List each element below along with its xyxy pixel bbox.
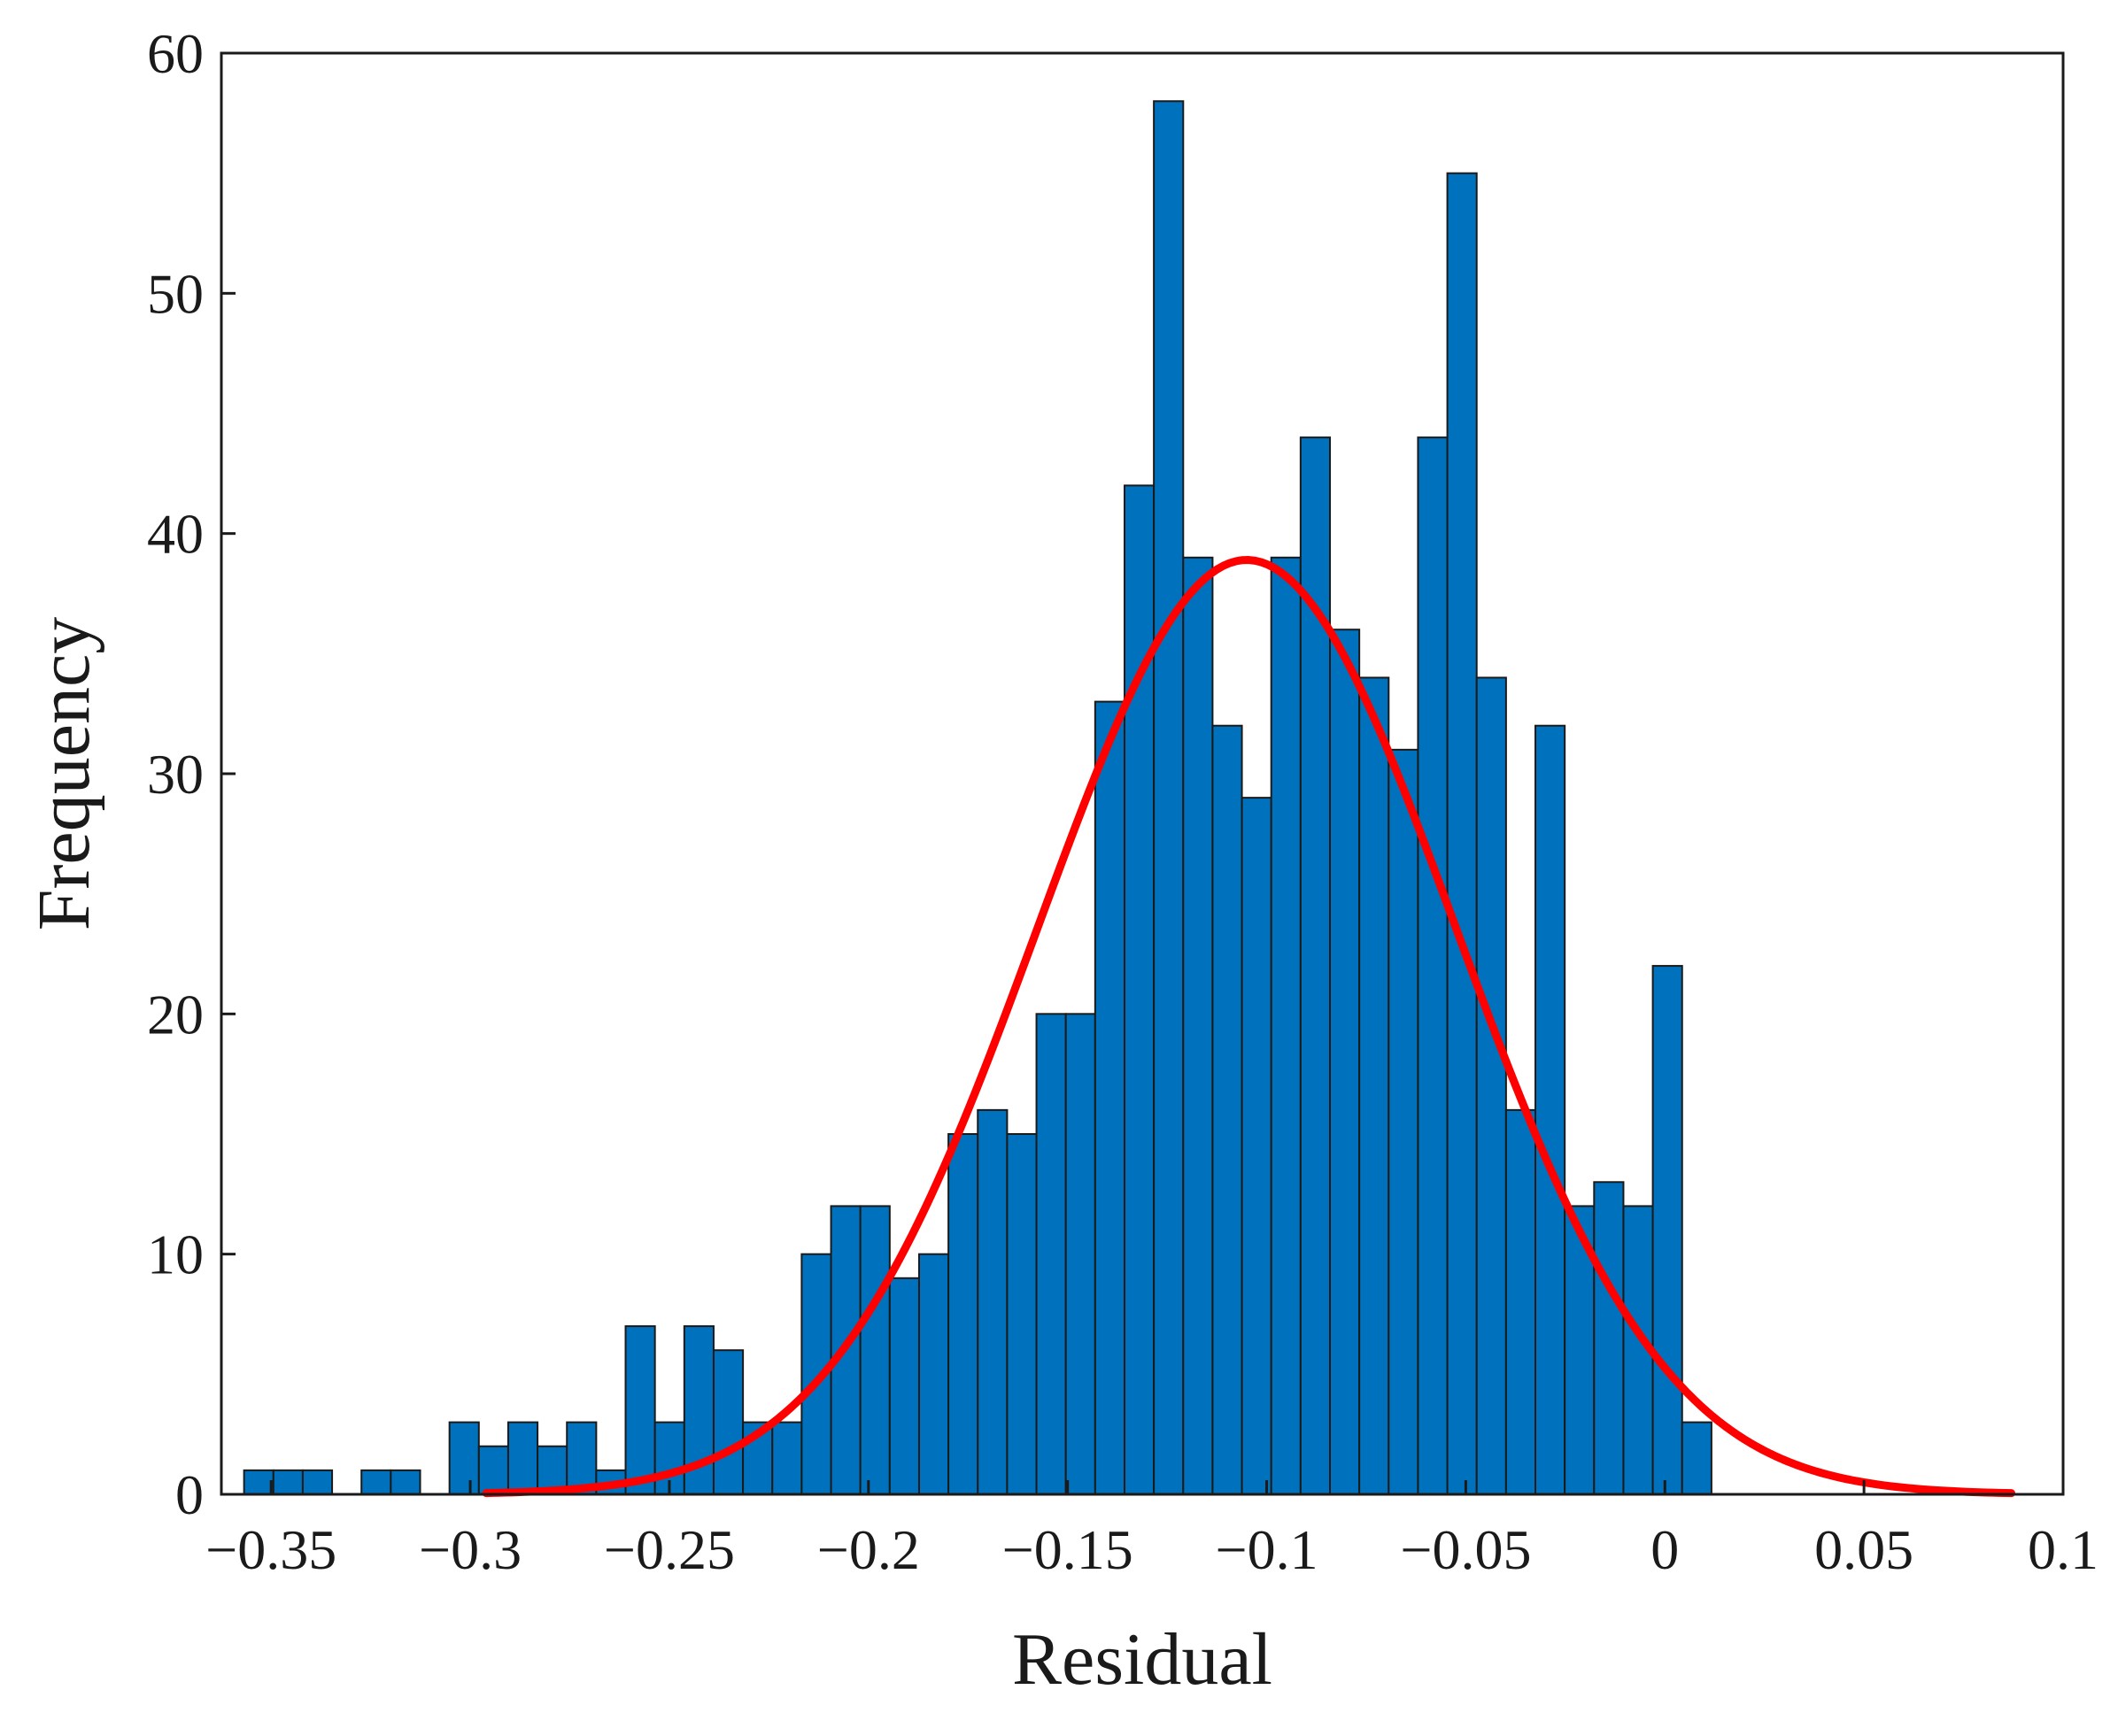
histogram-bar — [1123, 484, 1156, 1495]
histogram-bar — [1358, 676, 1390, 1495]
histogram-bar — [272, 1469, 304, 1495]
histogram-bar — [1651, 965, 1683, 1495]
histogram-bar — [977, 1108, 1009, 1495]
histogram-bar — [1094, 700, 1125, 1495]
ticks-layer: −0.35 −0.3 −0.25 −0.2 −0.15 −0.1 −0.05 0 0.05 0.1… — [147, 22, 2099, 1581]
histogram-bar — [1681, 1421, 1712, 1495]
histogram-bar — [917, 1253, 950, 1496]
x-tick-label: 0.1 — [2028, 1518, 2099, 1581]
y-tick-label: 20 — [147, 983, 204, 1045]
histogram-bar — [390, 1469, 421, 1495]
x-tick-label: −0.35 — [205, 1518, 336, 1581]
histogram-bar — [1211, 724, 1243, 1495]
normal-fit-curve — [482, 556, 2016, 1498]
y-tick-label: 60 — [147, 22, 204, 85]
histogram-bar — [1153, 100, 1185, 1495]
x-tick-label: 0.05 — [1814, 1518, 1913, 1581]
y-tick-label: 0 — [175, 1463, 204, 1526]
histogram-bar — [1534, 724, 1566, 1495]
histogram-bar — [1329, 629, 1361, 1495]
y-tick-label: 10 — [147, 1223, 204, 1286]
histogram-bar — [1475, 676, 1507, 1495]
histogram-bar — [1006, 1133, 1038, 1495]
histogram-bar — [1504, 1108, 1537, 1495]
x-tick-label: −0.2 — [817, 1518, 920, 1581]
histogram-bar — [360, 1469, 392, 1495]
x-tick-label: −0.25 — [604, 1518, 735, 1581]
histogram-bar — [1388, 748, 1419, 1495]
histogram-bar — [1593, 1181, 1625, 1496]
x-tick-label: −0.15 — [1002, 1518, 1133, 1581]
histogram-bar — [771, 1421, 803, 1495]
y-tick-label: 40 — [147, 503, 204, 566]
x-tick-label: −0.05 — [1400, 1518, 1531, 1581]
histogram-bar — [301, 1469, 334, 1495]
histogram-bar — [624, 1325, 656, 1495]
histogram-bar — [888, 1277, 920, 1496]
histogram-bar — [448, 1421, 480, 1495]
histogram-bar — [243, 1469, 274, 1495]
histogram-bar — [1241, 797, 1272, 1495]
histogram-bar — [859, 1205, 891, 1496]
histogram-bar — [1417, 436, 1449, 1495]
x-tick-label: −0.1 — [1215, 1518, 1318, 1581]
x-tick-label: −0.3 — [419, 1518, 522, 1581]
histogram-bar — [947, 1133, 979, 1495]
x-axis-title: Residual — [1012, 1618, 1272, 1701]
histogram-bar — [477, 1445, 509, 1495]
y-tick-label: 30 — [147, 743, 204, 806]
histogram-bar — [506, 1421, 539, 1495]
histogram-bar — [1182, 556, 1214, 1495]
histogram-bar — [1035, 1013, 1067, 1495]
x-tick-label: 0 — [1650, 1518, 1679, 1581]
y-tick-label: 50 — [147, 262, 204, 325]
histogram-bar — [1270, 556, 1302, 1495]
fit-layer — [482, 556, 2016, 1498]
histogram-bar — [1446, 172, 1478, 1495]
bars-layer — [243, 100, 1712, 1496]
histogram-bar — [1064, 1013, 1096, 1495]
histogram-bar — [566, 1421, 598, 1495]
histogram-bar — [712, 1349, 745, 1495]
y-axis-title: Frequency — [23, 617, 105, 931]
